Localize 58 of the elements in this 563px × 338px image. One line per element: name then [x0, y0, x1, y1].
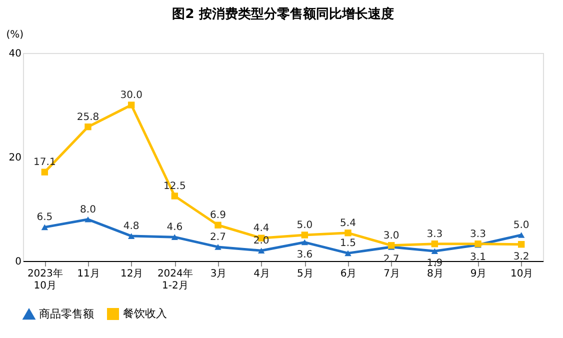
x-tick-label: 9月: [470, 268, 487, 280]
data-label: 3.3: [426, 228, 443, 240]
point: [171, 234, 178, 240]
data-label: 3.2: [513, 251, 530, 262]
x-tick-label: 7月: [384, 268, 400, 280]
x-tick-label: 11月: [77, 268, 100, 280]
legend-label: 商品零售额: [39, 307, 94, 320]
point: [301, 239, 308, 246]
data-label: 6.9: [210, 210, 226, 222]
point: [128, 102, 135, 108]
data-label: 3.0: [383, 230, 400, 242]
y-axis-title: (%): [6, 30, 24, 40]
data-label: 2.7: [210, 232, 226, 243]
y-tick-label: 40: [8, 48, 22, 60]
data-label: 5.0: [513, 220, 530, 231]
x-tick-label: 4月: [254, 268, 270, 280]
point: [431, 248, 438, 254]
point: [431, 240, 438, 248]
x-tick-label: 12月: [120, 268, 144, 280]
point: [84, 216, 92, 222]
point: [214, 244, 222, 250]
point: [518, 241, 525, 248]
data-label: 3.6: [296, 249, 313, 260]
data-label: 2.0: [253, 236, 270, 247]
data-label: 25.8: [76, 112, 100, 123]
point: [41, 224, 48, 230]
point: [171, 192, 178, 200]
legend-label: 餐饮收入: [123, 307, 167, 320]
x-tick-label: 8月: [426, 268, 444, 280]
data-label: 30.0: [120, 90, 142, 101]
point: [344, 250, 352, 256]
data-label: 3.3: [470, 228, 486, 240]
chart-title: 图2 按消费类型分零售额同比增长速度: [172, 6, 394, 22]
y-tick-label: 0: [15, 256, 22, 268]
x-tick-label: 10月: [510, 268, 534, 280]
data-label: 4.8: [123, 221, 140, 232]
point: [214, 222, 222, 228]
point: [301, 232, 308, 238]
point: [84, 123, 92, 130]
point: [518, 232, 525, 238]
data-label: 5.4: [340, 218, 356, 229]
x-tick-label: 2024年 1-2月: [157, 268, 193, 292]
x-tick-label: 6月: [340, 268, 357, 280]
data-label: 8.0: [80, 204, 96, 216]
data-label: 5.0: [296, 220, 313, 231]
x-tick-label: 3月: [210, 268, 227, 280]
point: [344, 230, 352, 236]
y-tick-label: 20: [8, 152, 22, 164]
point: [258, 248, 265, 254]
point: [128, 233, 135, 239]
data-label: 3.1: [470, 252, 486, 263]
point: [41, 168, 48, 176]
data-label: 1.5: [340, 238, 356, 250]
x-tick-label: 2023年 10月: [27, 268, 63, 292]
data-label: 4.6: [166, 222, 183, 234]
x-tick-label: 5月: [296, 268, 314, 280]
data-label: 6.5: [36, 212, 53, 224]
data-label: 4.4: [253, 223, 270, 234]
